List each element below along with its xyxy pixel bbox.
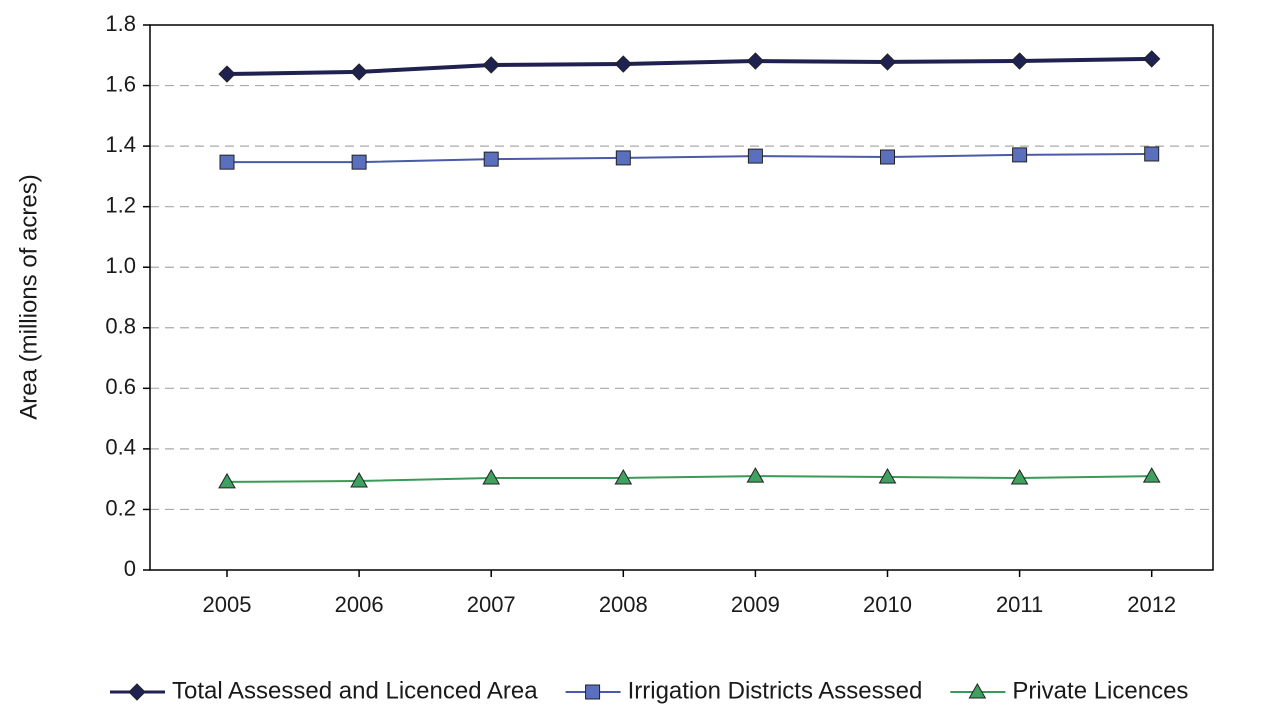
x-tick-label: 2007 [467, 592, 516, 617]
marker [585, 684, 601, 700]
y-tick-label: 1.0 [105, 253, 136, 278]
x-tick-label: 2009 [731, 592, 780, 617]
marker [351, 154, 367, 170]
marker [219, 154, 235, 170]
y-tick-label: 0.6 [105, 374, 136, 399]
y-tick-label: 1.8 [105, 11, 136, 36]
y-tick-label: 0.4 [105, 435, 136, 460]
series-line [226, 475, 1152, 483]
x-tick-label: 2005 [203, 592, 252, 617]
legend-label: Total Assessed and Licenced Area [172, 677, 538, 704]
x-tick-label: 2008 [599, 592, 648, 617]
marker [128, 683, 146, 701]
marker [614, 55, 633, 73]
marker [1142, 467, 1161, 483]
marker [746, 467, 765, 483]
marker [1142, 50, 1161, 68]
marker [878, 53, 897, 71]
x-tick-label: 2006 [335, 592, 384, 617]
series-line [226, 56, 1152, 77]
y-axis-label: Area (millions of acres) [15, 174, 42, 419]
y-tick-label: 0.2 [105, 495, 136, 520]
marker [350, 471, 368, 488]
marker [483, 151, 499, 167]
marker [1012, 147, 1028, 163]
marker [1010, 52, 1029, 70]
x-tick-label: 2011 [996, 592, 1043, 617]
marker [615, 150, 631, 166]
legend-item: Total Assessed and Licenced Area [110, 677, 538, 704]
series-line [227, 152, 1152, 164]
marker [880, 149, 895, 165]
legend-label: Irrigation Districts Assessed [628, 677, 923, 704]
marker [747, 148, 763, 164]
marker [1144, 146, 1160, 162]
legend-item: Private Licences [950, 677, 1188, 704]
y-tick-label: 0 [124, 556, 136, 581]
marker [878, 468, 897, 484]
legend-label: Private Licences [1012, 677, 1188, 704]
x-tick-label: 2010 [863, 592, 912, 617]
marker [968, 682, 987, 699]
plot-frame [149, 24, 1214, 571]
marker [1010, 468, 1029, 485]
marker [482, 468, 501, 485]
x-tick-label: 2012 [1127, 592, 1176, 617]
marker [350, 63, 368, 81]
marker [218, 65, 236, 83]
marker [614, 468, 633, 485]
marker [218, 472, 236, 489]
y-tick-label: 1.2 [105, 192, 136, 217]
y-tick-label: 1.6 [105, 71, 136, 96]
marker [746, 52, 765, 70]
y-tick-label: 1.4 [105, 132, 136, 157]
legend-item: Irrigation Districts Assessed [565, 677, 923, 704]
marker [482, 56, 500, 74]
y-tick-label: 0.8 [105, 314, 136, 339]
